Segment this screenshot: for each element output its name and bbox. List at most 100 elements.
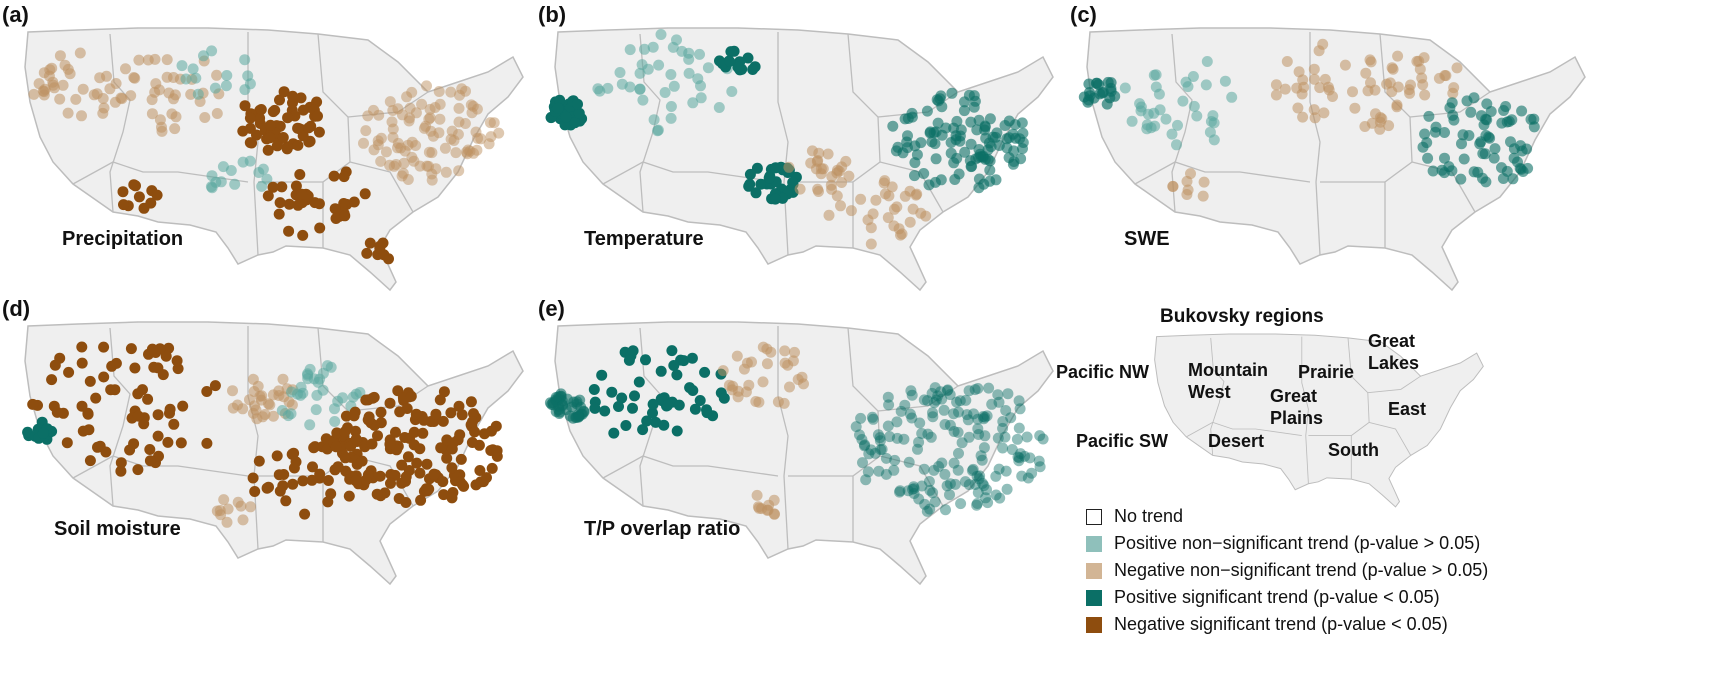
- station-point-pos_s: [979, 430, 991, 442]
- station-point-neg_s: [237, 125, 249, 137]
- station-point-pos_s: [858, 440, 870, 452]
- legend-label: Positive non−significant trend (p-value …: [1114, 533, 1481, 553]
- station-point-pos_ns: [190, 72, 202, 84]
- station-point-pos_s: [923, 179, 935, 191]
- station-point-neg_s: [115, 457, 127, 469]
- station-point-pos_s: [954, 395, 966, 407]
- station-point-pos_s: [1446, 97, 1458, 109]
- station-point-neg_ns: [98, 102, 110, 114]
- station-point-neg_ns: [154, 114, 166, 126]
- station-point-pos_s: [1419, 128, 1431, 140]
- station-point-neg_s: [389, 469, 401, 481]
- station-point-neg_s: [109, 384, 121, 396]
- station-point-pos_ns: [659, 87, 671, 98]
- station-point-neg_ns: [1374, 116, 1386, 128]
- station-point-pos_s: [606, 386, 618, 398]
- station-point-neg_ns: [169, 123, 181, 135]
- station-point-neg_ns: [267, 410, 279, 422]
- station-point-pos_s: [552, 102, 564, 114]
- station-point-neg_s: [375, 406, 387, 418]
- station-point-neg_ns: [879, 175, 891, 187]
- region-boundary: [879, 455, 944, 507]
- station-point-neg_s: [253, 455, 265, 467]
- variable-label-tp-overlap: T/P overlap ratio: [584, 518, 741, 540]
- station-point-neg_s: [132, 464, 144, 476]
- station-point-pos_s: [956, 437, 968, 449]
- station-point-pos_s: [992, 432, 1004, 444]
- station-point-neg_ns: [757, 376, 769, 388]
- station-point-pos_s: [1485, 106, 1497, 117]
- station-point-neg_ns: [855, 193, 867, 205]
- station-point-pos_s: [991, 127, 1003, 139]
- station-point-neg_ns: [779, 345, 791, 357]
- station-point-pos_s: [919, 498, 931, 510]
- region-boundary: [602, 455, 779, 479]
- station-point-neg_s: [254, 112, 266, 124]
- station-point-pos_s: [927, 487, 939, 499]
- station-point-pos_s: [908, 481, 920, 493]
- station-point-neg_s: [453, 400, 465, 412]
- station-point-neg_ns: [1318, 107, 1330, 119]
- station-point-pos_ns: [667, 41, 679, 53]
- station-point-pos_s: [1461, 95, 1473, 107]
- station-point-pos_s: [963, 385, 975, 397]
- station-point-neg_ns: [1419, 89, 1431, 101]
- station-point-pos_s: [666, 345, 678, 357]
- station-point-neg_ns: [811, 156, 823, 167]
- station-point-pos_s: [984, 164, 996, 176]
- station-point-pos_s: [1468, 166, 1480, 178]
- station-point-pos_s: [973, 182, 985, 194]
- station-point-neg_s: [332, 461, 344, 473]
- station-point-neg_ns: [1414, 63, 1426, 75]
- station-point-neg_ns: [74, 47, 86, 59]
- station-point-neg_s: [374, 470, 386, 482]
- station-point-neg_ns: [245, 501, 256, 513]
- station-point-pos_s: [647, 407, 658, 419]
- station-point-pos_s: [1477, 172, 1488, 184]
- station-point-pos_s: [922, 395, 933, 407]
- station-point-neg_ns: [375, 155, 387, 167]
- station-point-pos_s: [596, 369, 608, 381]
- station-point-neg_s: [168, 418, 180, 430]
- station-point-pos_s: [1001, 142, 1013, 154]
- station-point-pos_s: [977, 411, 989, 422]
- station-point-neg_s: [282, 141, 293, 153]
- station-point-pos_s: [1006, 444, 1018, 455]
- station-point-pos_s: [972, 383, 984, 394]
- station-point-neg_ns: [362, 110, 374, 122]
- station-point-neg_s: [306, 474, 318, 486]
- station-point-pos_s: [909, 170, 920, 182]
- station-point-neg_s: [474, 465, 486, 476]
- station-point-neg_s: [82, 408, 94, 420]
- region-boundary: [109, 33, 131, 213]
- station-point-neg_ns: [101, 70, 112, 82]
- station-point-pos_s: [888, 464, 900, 476]
- station-point-pos_ns: [1188, 100, 1200, 112]
- station-point-pos_s: [948, 457, 960, 469]
- station-point-pos_s: [1496, 117, 1508, 129]
- station-point-pos_s: [894, 486, 905, 498]
- station-point-neg_ns: [1405, 79, 1416, 91]
- station-point-neg_ns: [166, 108, 178, 120]
- station-point-neg_s: [76, 357, 88, 369]
- station-point-neg_ns: [1327, 91, 1338, 102]
- station-point-neg_ns: [146, 108, 158, 120]
- station-point-pos_s: [1017, 137, 1029, 148]
- station-point-pos_ns: [1171, 139, 1182, 151]
- station-point-neg_s: [322, 496, 334, 508]
- station-point-pos_s: [686, 352, 698, 364]
- station-point-neg_ns: [1447, 87, 1459, 99]
- map-regions: [1154, 333, 1484, 508]
- legend-item-neg-ns: Negative non−significant trend (p-value …: [1086, 557, 1716, 584]
- station-point-pos_s: [854, 429, 865, 441]
- station-point-neg_s: [151, 189, 163, 201]
- station-point-pos_ns: [1191, 110, 1203, 122]
- station-point-neg_ns: [1308, 63, 1320, 75]
- station-point-neg_s: [162, 436, 174, 448]
- station-point-pos_s: [1512, 156, 1523, 168]
- station-point-pos_s: [883, 399, 895, 411]
- station-point-neg_ns: [1391, 99, 1403, 111]
- station-point-pos_ns: [637, 94, 649, 106]
- station-point-neg_s: [153, 450, 164, 462]
- station-point-pos_ns: [695, 92, 707, 104]
